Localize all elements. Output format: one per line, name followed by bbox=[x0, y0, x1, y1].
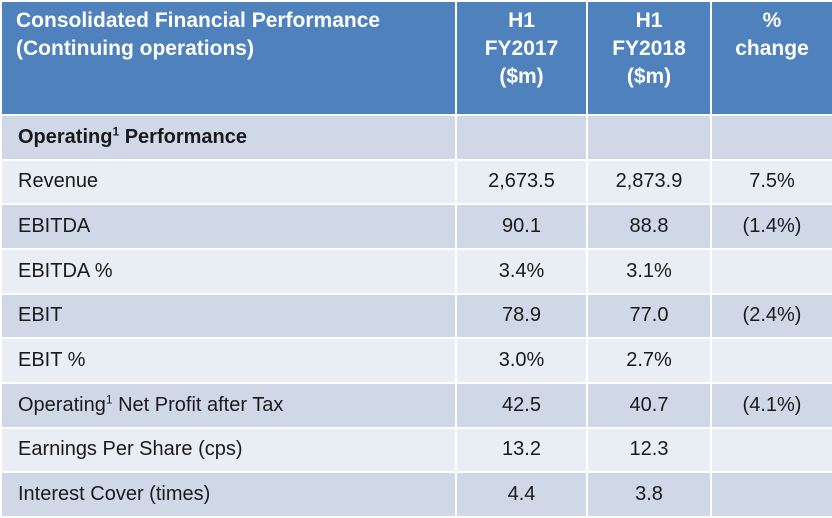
footnote-marker: 1 bbox=[112, 124, 120, 139]
value-fy2018: 12.3 bbox=[586, 426, 712, 474]
section-title: Operating1 Performance bbox=[0, 114, 457, 161]
value-fy2018: 77.0 bbox=[586, 292, 712, 340]
value-change: (2.4%) bbox=[710, 292, 832, 340]
value-change bbox=[710, 337, 832, 384]
table-title: Consolidated Financial Performance (Cont… bbox=[0, 0, 457, 116]
row-label: Revenue bbox=[0, 158, 457, 206]
value-change bbox=[710, 471, 832, 518]
value-fy2017: 3.4% bbox=[455, 247, 588, 295]
value-change bbox=[710, 247, 832, 295]
column-header-line: H1 bbox=[635, 9, 663, 32]
value-fy2018: 2.7% bbox=[586, 337, 712, 384]
table-body: Operating1 Performance Revenue 2,673.5 2… bbox=[0, 114, 832, 518]
column-header-line: % bbox=[762, 9, 782, 32]
value-fy2017: 3.0% bbox=[455, 337, 588, 384]
table-row-revenue: Revenue 2,673.5 2,873.9 7.5% bbox=[0, 158, 832, 206]
row-label: EBITDA % bbox=[0, 247, 457, 295]
value-change: (1.4%) bbox=[710, 203, 832, 250]
table-row-ebit-percent: EBIT % 3.0% 2.7% bbox=[0, 337, 832, 384]
column-header-fy2017: H1 FY2017 ($m) bbox=[455, 0, 588, 116]
value-fy2017: 4.4 bbox=[455, 471, 588, 518]
column-header-line: FY2018 bbox=[612, 37, 686, 60]
header-row: Consolidated Financial Performance (Cont… bbox=[0, 0, 832, 116]
value-fy2018: 3.1% bbox=[586, 247, 712, 295]
row-label: EBIT bbox=[0, 292, 457, 340]
row-label: EBIT % bbox=[0, 337, 457, 384]
column-header-fy2018: H1 FY2018 ($m) bbox=[586, 0, 712, 116]
column-header-line: ($m) bbox=[626, 65, 672, 88]
value-fy2017: 42.5 bbox=[455, 381, 588, 429]
column-header-line: FY2017 bbox=[484, 37, 559, 60]
value-fy2017: 78.9 bbox=[455, 292, 588, 340]
table-row-ebit: EBIT 78.9 77.0 (2.4%) bbox=[0, 292, 832, 340]
value-fy2017: 90.1 bbox=[455, 203, 588, 250]
row-label-pre: Operating bbox=[18, 393, 106, 416]
table-row-eps: Earnings Per Share (cps) 13.2 12.3 bbox=[0, 426, 832, 474]
value-fy2018: 3.8 bbox=[586, 471, 712, 518]
row-label: Earnings Per Share (cps) bbox=[0, 426, 457, 474]
column-header-change: % change bbox=[710, 0, 832, 116]
row-label: EBITDA bbox=[0, 203, 457, 250]
row-label: Interest Cover (times) bbox=[0, 471, 457, 518]
column-header-line: ($m) bbox=[499, 65, 544, 88]
empty-cell bbox=[710, 114, 832, 161]
title-line-2: (Continuing operations) bbox=[16, 37, 254, 60]
section-label-post: Performance bbox=[119, 125, 247, 148]
row-label-post: Net Profit after Tax bbox=[112, 393, 284, 416]
column-header-line: change bbox=[735, 37, 809, 60]
value-fy2018: 2,873.9 bbox=[586, 158, 712, 206]
empty-cell bbox=[586, 114, 712, 161]
value-fy2018: 40.7 bbox=[586, 381, 712, 429]
value-fy2017: 2,673.5 bbox=[455, 158, 588, 206]
table-header: Consolidated Financial Performance (Cont… bbox=[0, 0, 832, 116]
table-row-ebitda-percent: EBITDA % 3.4% 3.1% bbox=[0, 247, 832, 295]
table-row-ebitda: EBITDA 90.1 88.8 (1.4%) bbox=[0, 203, 832, 250]
value-change bbox=[710, 426, 832, 474]
value-change: 7.5% bbox=[710, 158, 832, 206]
value-change: (4.1%) bbox=[710, 381, 832, 429]
value-fy2017: 13.2 bbox=[455, 426, 588, 474]
section-label-pre: Operating bbox=[18, 125, 113, 148]
section-row: Operating1 Performance bbox=[0, 114, 832, 161]
row-label: Operating1 Net Profit after Tax bbox=[0, 381, 457, 429]
footnote-marker: 1 bbox=[105, 392, 113, 407]
column-header-line: H1 bbox=[508, 9, 535, 32]
table-row-net-profit: Operating1 Net Profit after Tax 42.5 40.… bbox=[0, 381, 832, 429]
title-line-1: Consolidated Financial Performance bbox=[16, 9, 381, 32]
table-row-interest-cover: Interest Cover (times) 4.4 3.8 bbox=[0, 471, 832, 518]
value-fy2018: 88.8 bbox=[586, 203, 712, 250]
empty-cell bbox=[455, 114, 588, 161]
